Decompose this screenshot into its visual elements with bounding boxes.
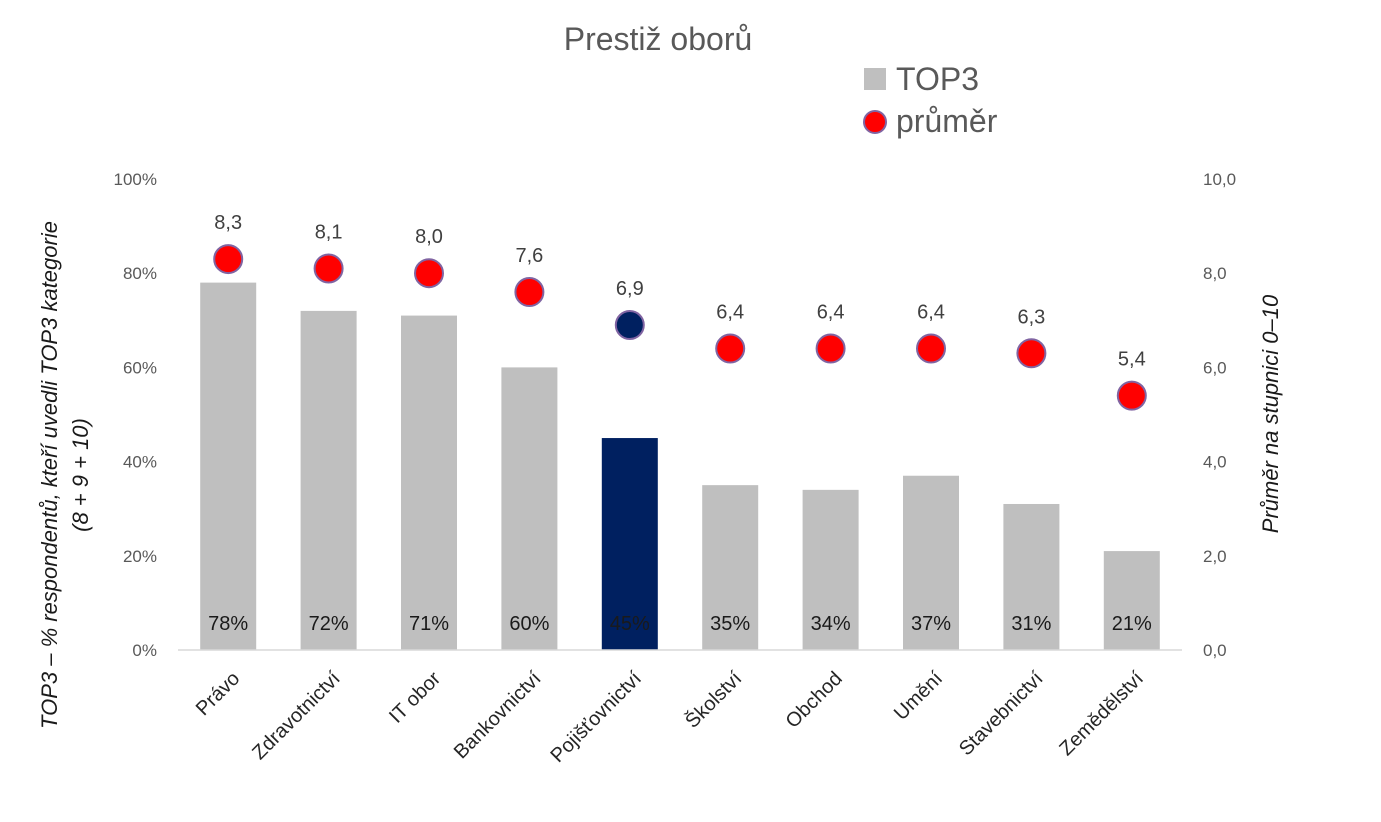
x-tick-label: Stavebnictví [955,667,1048,760]
bar [702,485,759,650]
y-left-tick-label: 40% [123,453,157,472]
bar [1003,503,1060,650]
y-left-axis-title: TOP3 – % respondentů, kteří uvedli TOP3 … [37,221,62,729]
point-value-label: 8,1 [315,221,343,243]
point-value-label: 6,4 [716,302,744,324]
point-value-label: 7,6 [515,245,543,267]
y-left-axis-title-line2: (8 + 9 + 10) [68,418,93,532]
point-value-label: 6,4 [917,302,945,324]
x-tick-label: Obchod [782,668,847,733]
x-tick-label: IT obor [385,667,445,727]
point-marker [715,333,746,364]
bar [401,315,457,650]
legend-swatch-top3 [864,68,886,90]
bar-value-label: 71% [409,613,449,635]
point-value-label: 6,9 [616,278,644,300]
bar-value-label: 60% [509,613,549,635]
y-left-tick-label: 0% [132,641,157,660]
x-tick-label: Právo [192,668,245,721]
point-value-label: 6,3 [1017,306,1045,328]
point-marker [1016,338,1047,369]
bar-value-label: 72% [309,613,349,635]
y-right-tick-label: 10,0 [1203,170,1236,189]
bar [1103,551,1160,650]
point-marker [815,333,846,364]
y-left-tick-label: 80% [123,264,157,283]
bar [903,475,959,650]
point-marker [916,333,946,364]
bar [200,282,257,650]
x-tick-label: Umění [890,667,948,725]
bar-value-label: 31% [1011,613,1051,635]
point-value-label: 8,0 [415,226,443,248]
y-right-tick-label: 6,0 [1203,358,1227,377]
y-right-tick-label: 4,0 [1203,453,1227,472]
point-marker [1116,380,1147,411]
bar-value-label: 37% [911,613,951,635]
bar [501,367,558,650]
bar-value-label: 34% [811,613,851,635]
bar-value-label: 45% [610,613,650,635]
y-right-tick-label: 0,0 [1203,641,1227,660]
point-value-label: 8,3 [214,212,242,234]
x-tick-label: Zdravotnictví [248,667,345,764]
legend-label-top3: TOP3 [896,61,979,97]
bar [300,310,357,650]
y-right-tick-label: 8,0 [1203,264,1227,283]
legend-marker-prumer [863,110,887,134]
y-left-tick-label: 20% [123,547,157,566]
x-tick-label: Pojišťovnictví [546,667,646,767]
bar-value-label: 35% [710,613,750,635]
y-left-tick-label: 60% [123,358,157,377]
x-tick-label: Školství [681,667,747,733]
legend: TOP3 průměr [863,61,998,139]
point-marker [414,258,444,289]
point-marker [213,244,244,275]
bar-value-label: 78% [208,613,248,635]
y-right-axis-title: Průměr na stupnici 0–10 [1258,294,1283,533]
legend-label-prumer: průměr [896,103,998,139]
y-left-tick-label: 100% [114,170,157,189]
point-value-label: 6,4 [817,302,845,324]
x-tick-label: Zemědělství [1055,667,1148,760]
chart-title: Prestiž oborů [564,21,753,57]
bar-value-label: 21% [1112,613,1152,635]
y-right-tick-label: 2,0 [1203,547,1227,566]
bar [601,438,658,650]
point-marker [514,277,545,308]
point-value-label: 5,4 [1118,349,1146,371]
x-tick-label: Bankovnictví [450,667,546,763]
bar [802,489,859,650]
point-marker [313,253,344,284]
point-marker [614,310,645,341]
